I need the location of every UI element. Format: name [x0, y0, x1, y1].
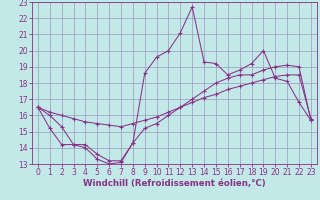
- X-axis label: Windchill (Refroidissement éolien,°C): Windchill (Refroidissement éolien,°C): [83, 179, 266, 188]
